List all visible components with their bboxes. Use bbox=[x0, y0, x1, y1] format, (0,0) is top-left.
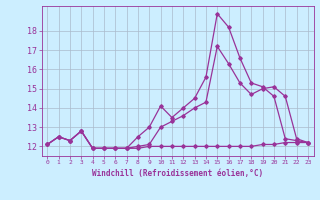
X-axis label: Windchill (Refroidissement éolien,°C): Windchill (Refroidissement éolien,°C) bbox=[92, 169, 263, 178]
